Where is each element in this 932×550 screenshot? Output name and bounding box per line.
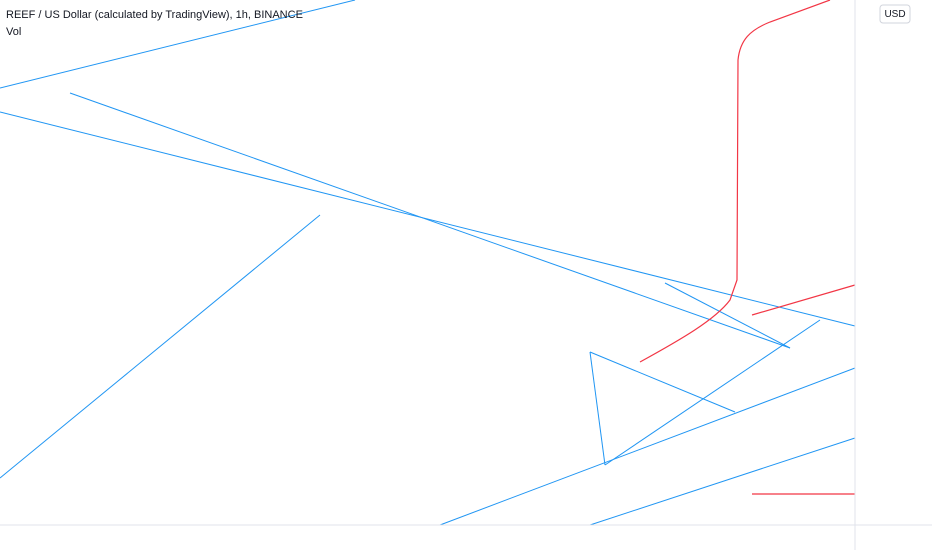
indicator-line bbox=[639, 0, 831, 363]
trend-line bbox=[589, 437, 856, 526]
trend-line bbox=[439, 367, 856, 526]
chart-title: REEF / US Dollar (calculated by TradingV… bbox=[6, 9, 303, 21]
trend-line bbox=[69, 92, 791, 349]
currency-label: USD bbox=[884, 9, 905, 20]
trend-line bbox=[0, 214, 321, 479]
trend-line bbox=[604, 319, 821, 466]
indicator-lines bbox=[639, 0, 856, 495]
indicator-line bbox=[751, 284, 856, 316]
trend-lines bbox=[0, 0, 856, 526]
trend-line bbox=[589, 351, 606, 466]
trend-line bbox=[589, 351, 736, 413]
trend-line bbox=[0, 0, 356, 89]
volume-label: Vol bbox=[6, 26, 21, 38]
trend-line bbox=[664, 282, 791, 349]
trend-line bbox=[0, 111, 856, 327]
currency-button[interactable] bbox=[879, 4, 911, 24]
